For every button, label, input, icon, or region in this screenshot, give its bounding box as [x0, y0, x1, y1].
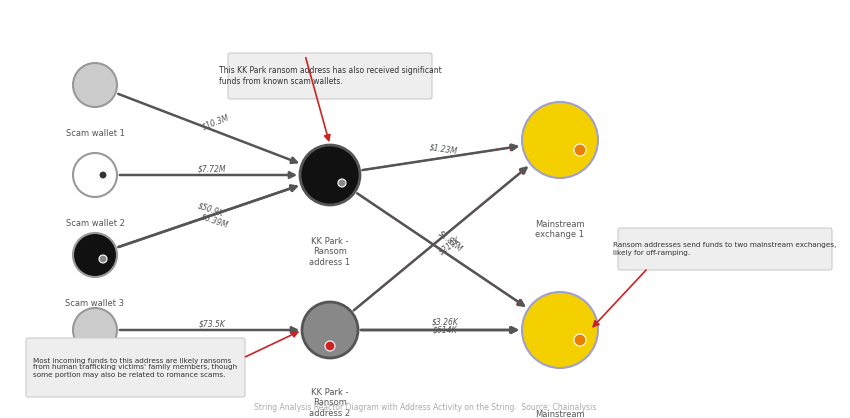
Text: Scam wallet 3: Scam wallet 3	[65, 299, 124, 308]
Text: Scam wallet 2: Scam wallet 2	[65, 219, 124, 228]
Text: $1.87M: $1.87M	[436, 229, 464, 254]
Text: Ransom addresses send funds to two mainstream exchanges,
likely for off-ramping.: Ransom addresses send funds to two mains…	[614, 242, 836, 255]
Text: $1.23M: $1.23M	[429, 143, 458, 156]
Text: Most incoming funds to this address are likely ransoms
from human trafficking vi: Most incoming funds to this address are …	[33, 357, 237, 377]
Circle shape	[73, 63, 117, 107]
Text: $50.9K: $50.9K	[196, 201, 224, 218]
Text: This KK Park ransom address has also received significant
funds from known scam : This KK Park ransom address has also rec…	[218, 66, 441, 86]
Circle shape	[73, 308, 117, 352]
Circle shape	[338, 179, 346, 187]
FancyBboxPatch shape	[618, 228, 832, 270]
Text: $6.39M: $6.39M	[200, 212, 230, 229]
Circle shape	[574, 334, 586, 346]
Circle shape	[99, 171, 107, 179]
Text: Scam wallet 4: Scam wallet 4	[65, 374, 124, 383]
Text: Scam wallet 1: Scam wallet 1	[65, 129, 124, 138]
Circle shape	[73, 153, 117, 197]
Text: String Analysis Reactor Diagram with Address Activity on the String.  Source: Ch: String Analysis Reactor Diagram with Add…	[254, 403, 596, 412]
Circle shape	[90, 339, 100, 349]
Circle shape	[522, 292, 598, 368]
Circle shape	[300, 145, 360, 205]
Text: Mainstream
exchange 2: Mainstream exchange 2	[536, 410, 585, 418]
Circle shape	[574, 144, 586, 156]
Circle shape	[325, 341, 335, 351]
Text: $7.72M: $7.72M	[198, 165, 227, 173]
Circle shape	[522, 102, 598, 178]
Circle shape	[302, 302, 358, 358]
Text: Mainstream
exchange 1: Mainstream exchange 1	[536, 220, 585, 240]
Text: $3.26K: $3.26K	[432, 318, 458, 326]
Text: $614K: $614K	[433, 326, 457, 334]
FancyBboxPatch shape	[26, 338, 245, 397]
Text: KK Park -
Ransom
address 2: KK Park - Ransom address 2	[309, 388, 350, 418]
Text: KK Park -
Ransom
address 1: KK Park - Ransom address 1	[309, 237, 350, 267]
Circle shape	[73, 233, 117, 277]
Text: $73.5K: $73.5K	[199, 319, 226, 329]
Text: $219K: $219K	[437, 235, 462, 257]
FancyBboxPatch shape	[228, 53, 432, 99]
Text: $10.3M: $10.3M	[201, 113, 230, 132]
Circle shape	[99, 255, 107, 263]
